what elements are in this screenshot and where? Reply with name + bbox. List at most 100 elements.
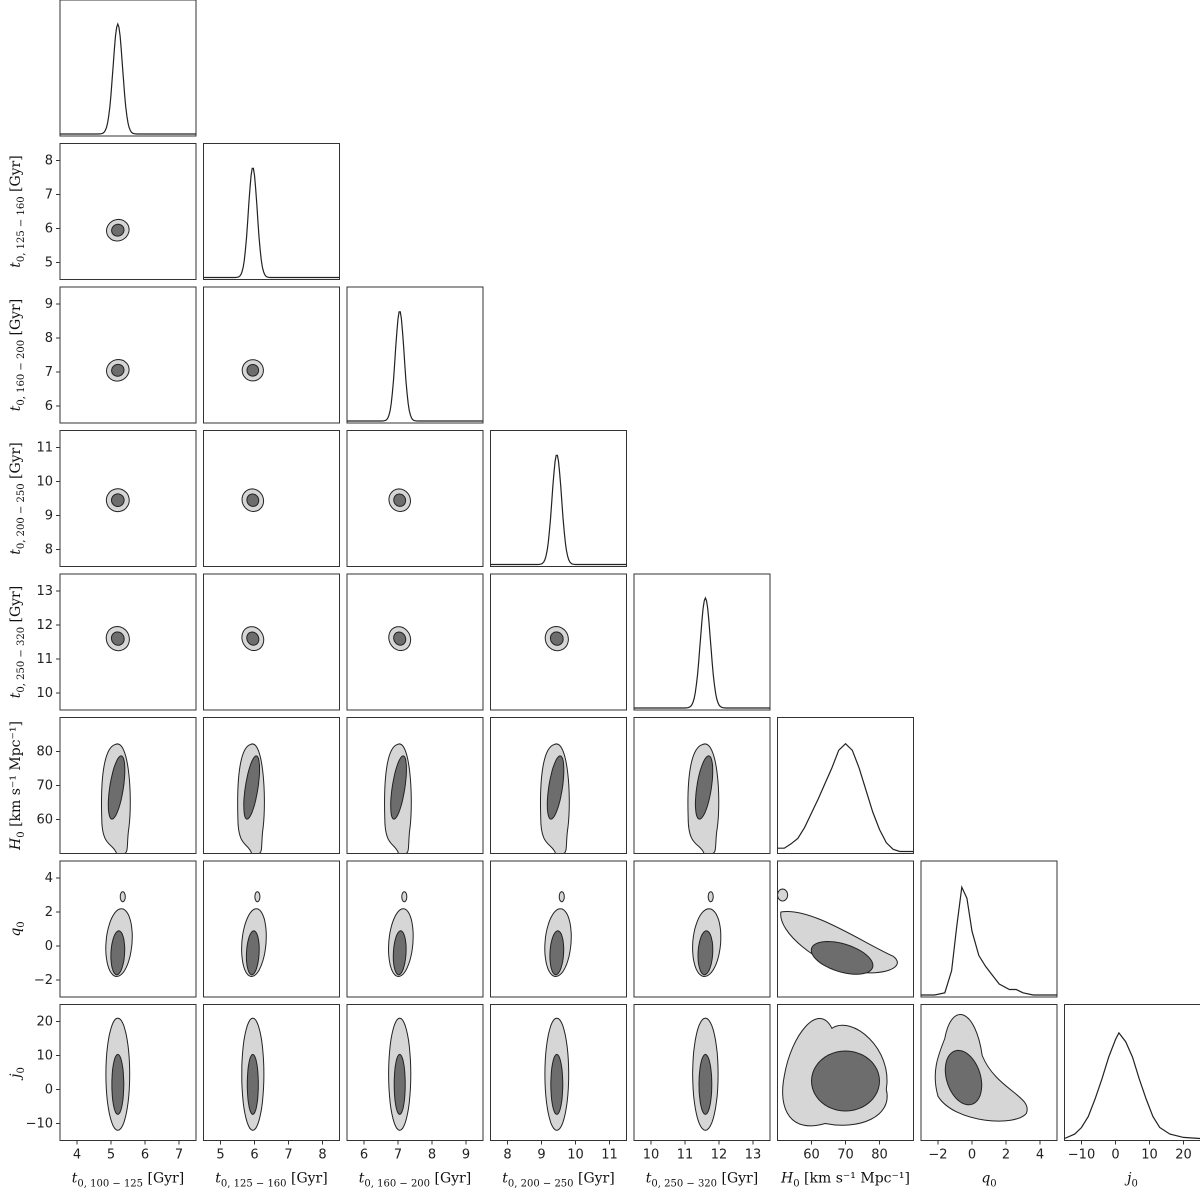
contour-inner bbox=[246, 364, 260, 377]
contour-inner bbox=[550, 1053, 564, 1115]
y-axis-label-t0_200_250: t0, 200 − 250 [Gyr] bbox=[8, 442, 27, 554]
contour-inner bbox=[111, 223, 125, 237]
panel-frame bbox=[490, 717, 627, 854]
x-axis-label-H0: H0 [km s⁻¹ Mpc⁻¹] bbox=[780, 1171, 910, 1190]
contour-inner bbox=[243, 755, 260, 820]
panel-frame bbox=[633, 717, 771, 854]
panel-frame bbox=[203, 430, 340, 567]
x-tick-label-t0_160_200: 8 bbox=[428, 1148, 436, 1163]
y-tick-label-j0: 0 bbox=[45, 1083, 53, 1098]
panel-frame bbox=[346, 430, 484, 567]
x-tick-label-t0_200_250: 9 bbox=[537, 1148, 545, 1163]
panel-t0_125_160-vs-t0_160_200 bbox=[203, 286, 340, 424]
panel-frame bbox=[59, 143, 197, 280]
x-axis-label-q0: q0 bbox=[981, 1171, 996, 1190]
y-tick-label-t0_160_200: 6 bbox=[45, 399, 53, 414]
y-tick-label-t0_200_250: 10 bbox=[36, 475, 53, 490]
y-tick-label-t0_160_200: 7 bbox=[45, 365, 53, 380]
y-axis-label-t0_160_200: t0, 160 − 200 [Gyr] bbox=[8, 299, 27, 411]
panel-frame bbox=[203, 286, 340, 424]
y-axis-label-j0: j0 bbox=[8, 1067, 27, 1081]
panel-frame bbox=[203, 717, 340, 854]
y-tick-label-j0: 20 bbox=[36, 1015, 53, 1030]
contour-inner bbox=[246, 1053, 259, 1115]
panel-frame bbox=[203, 573, 340, 711]
panel-t0_200_250-vs-j0 bbox=[490, 1004, 627, 1141]
x-axis-label-t0_160_200: t0, 160 − 200 [Gyr] bbox=[359, 1171, 471, 1190]
panel-frame bbox=[490, 573, 627, 711]
x-tick-label-t0_200_250: 11 bbox=[601, 1148, 618, 1163]
y-tick-label-t0_125_160: 8 bbox=[45, 154, 53, 169]
x-tick-label-q0: 4 bbox=[1036, 1148, 1044, 1163]
y-axis-label-t0_250_320: t0, 250 − 320 [Gyr] bbox=[8, 586, 27, 698]
contour-outer-islet bbox=[707, 891, 714, 903]
panel-t0_250_320-vs-H0 bbox=[633, 717, 771, 854]
contour-inner bbox=[810, 940, 874, 975]
panel-H0-vs-q0 bbox=[777, 860, 914, 998]
hist1d-H0 bbox=[777, 742, 914, 853]
panel-frame bbox=[346, 717, 484, 854]
x-tick-label-t0_160_200: 7 bbox=[394, 1148, 402, 1163]
y-tick-label-t0_200_250: 11 bbox=[36, 441, 53, 456]
panel-t0_100_125-vs-t0_125_160 bbox=[59, 143, 197, 280]
hist1d-t0_200_250 bbox=[490, 454, 627, 566]
panel-t0_100_125-vs-H0 bbox=[59, 717, 197, 854]
panel-frame bbox=[203, 860, 340, 998]
x-tick-label-j0: −10 bbox=[1068, 1148, 1095, 1163]
contour-inner bbox=[944, 1049, 983, 1106]
contour-inner bbox=[245, 930, 260, 976]
panel-t0_125_160-vs-H0 bbox=[203, 717, 340, 854]
panel-t0_160_200-vs-t0_250_320 bbox=[346, 573, 484, 711]
y-tick-label-t0_200_250: 8 bbox=[45, 543, 53, 558]
y-tick-label-t0_250_320: 11 bbox=[36, 652, 53, 667]
contour-inner bbox=[107, 755, 126, 820]
panel-diag-q0 bbox=[920, 860, 1058, 998]
x-tick-label-H0: 70 bbox=[837, 1148, 854, 1163]
x-tick-label-t0_100_125: 4 bbox=[73, 1148, 81, 1163]
y-tick-label-t0_125_160: 6 bbox=[45, 222, 53, 237]
contour-inner bbox=[697, 930, 714, 976]
panel-t0_250_320-vs-q0 bbox=[633, 860, 771, 998]
panel-diag-H0 bbox=[777, 717, 914, 854]
y-tick-label-q0: −2 bbox=[34, 973, 53, 988]
panel-frame bbox=[490, 860, 627, 998]
hist1d-t0_160_200 bbox=[347, 311, 483, 422]
panel-t0_160_200-vs-t0_200_250 bbox=[346, 430, 484, 567]
panel-q0-vs-j0 bbox=[920, 1004, 1058, 1141]
x-tick-label-q0: 2 bbox=[1002, 1148, 1010, 1163]
panel-frame bbox=[633, 860, 771, 998]
y-tick-label-j0: −10 bbox=[26, 1117, 53, 1132]
x-axis-label-j0: j0 bbox=[1124, 1171, 1138, 1190]
panel-diag-t0_125_160 bbox=[203, 143, 340, 280]
x-axis-label-t0_200_250: t0, 200 − 250 [Gyr] bbox=[502, 1171, 614, 1190]
x-tick-label-t0_250_320: 10 bbox=[643, 1148, 660, 1163]
y-tick-label-q0: 4 bbox=[45, 871, 53, 886]
panel-t0_125_160-vs-q0 bbox=[203, 860, 340, 998]
contour-inner bbox=[110, 631, 125, 646]
x-tick-label-H0: 60 bbox=[803, 1148, 820, 1163]
y-axis-label-H0: H0 [km s⁻¹ Mpc⁻¹] bbox=[8, 721, 27, 851]
x-tick-label-t0_125_160: 6 bbox=[250, 1148, 258, 1163]
hist1d-j0 bbox=[1064, 1031, 1200, 1140]
panel-diag-t0_250_320 bbox=[633, 573, 771, 711]
panel-frame bbox=[346, 573, 484, 711]
contour-inner bbox=[246, 493, 260, 507]
contour-inner bbox=[246, 631, 260, 646]
contour-outer-islet bbox=[119, 891, 126, 903]
contour-inner bbox=[393, 631, 407, 646]
contour-inner bbox=[393, 493, 407, 507]
panel-frame bbox=[777, 860, 914, 998]
contour-inner bbox=[111, 493, 125, 507]
x-tick-label-t0_125_160: 7 bbox=[284, 1148, 292, 1163]
y-tick-label-t0_200_250: 9 bbox=[45, 509, 53, 524]
panel-t0_160_200-vs-j0 bbox=[346, 1004, 484, 1141]
x-tick-label-H0: 80 bbox=[871, 1148, 888, 1163]
panels bbox=[59, 0, 1200, 1141]
x-tick-label-t0_100_125: 7 bbox=[175, 1148, 183, 1163]
panel-t0_125_160-vs-t0_250_320 bbox=[203, 573, 340, 711]
panel-frame bbox=[59, 573, 197, 711]
y-tick-label-q0: 2 bbox=[45, 905, 53, 920]
panel-t0_100_125-vs-t0_250_320 bbox=[59, 573, 197, 711]
panel-H0-vs-j0 bbox=[777, 1004, 914, 1141]
contour-inner bbox=[392, 930, 407, 976]
